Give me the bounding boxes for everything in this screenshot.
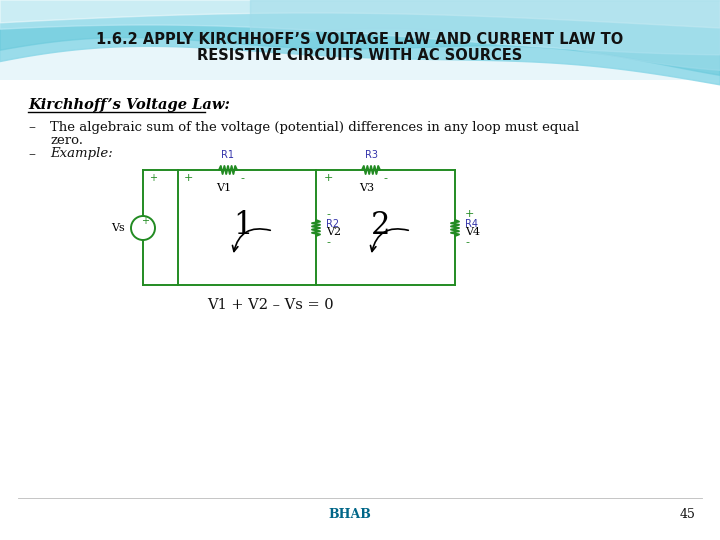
Text: 1: 1 [233, 211, 253, 241]
Text: +: + [149, 173, 157, 183]
Text: 45: 45 [679, 509, 695, 522]
Text: Example:: Example: [50, 147, 113, 160]
Text: R4: R4 [465, 219, 478, 229]
Text: V1 + V2 – Vs = 0: V1 + V2 – Vs = 0 [207, 298, 333, 312]
Text: -: - [240, 173, 244, 183]
Text: R1: R1 [222, 150, 235, 160]
Text: R3: R3 [364, 150, 377, 160]
Text: -: - [326, 209, 330, 219]
Text: V1: V1 [217, 183, 232, 193]
Text: V2: V2 [326, 227, 341, 237]
Text: BHAB: BHAB [328, 509, 372, 522]
Text: 1.6.2 APPLY KIRCHHOFF’S VOLTAGE LAW AND CURRENT LAW TO: 1.6.2 APPLY KIRCHHOFF’S VOLTAGE LAW AND … [96, 32, 624, 48]
Text: –: – [28, 147, 35, 161]
Bar [0, 80, 720, 540]
Text: –: – [28, 120, 35, 134]
Text: -: - [326, 237, 330, 247]
Text: RESISTIVE CIRCUITS WITH AC SOURCES: RESISTIVE CIRCUITS WITH AC SOURCES [197, 49, 523, 64]
Text: +: + [141, 216, 149, 226]
Text: 2: 2 [372, 211, 391, 241]
Text: Kirchhoff’s Voltage Law:: Kirchhoff’s Voltage Law: [28, 98, 230, 112]
Bar [0, 0, 720, 80]
Text: V4: V4 [465, 227, 480, 237]
Text: -: - [465, 237, 469, 247]
Text: The algebraic sum of the voltage (potential) differences in any loop must equal: The algebraic sum of the voltage (potent… [50, 120, 579, 133]
Text: zero.: zero. [50, 133, 83, 146]
Text: V3: V3 [359, 183, 374, 193]
Text: -: - [383, 173, 387, 183]
Text: R2: R2 [326, 219, 339, 229]
Text: +: + [465, 209, 474, 219]
Text: +: + [184, 173, 193, 183]
Text: Vs: Vs [112, 223, 125, 233]
Text: +: + [323, 173, 333, 183]
